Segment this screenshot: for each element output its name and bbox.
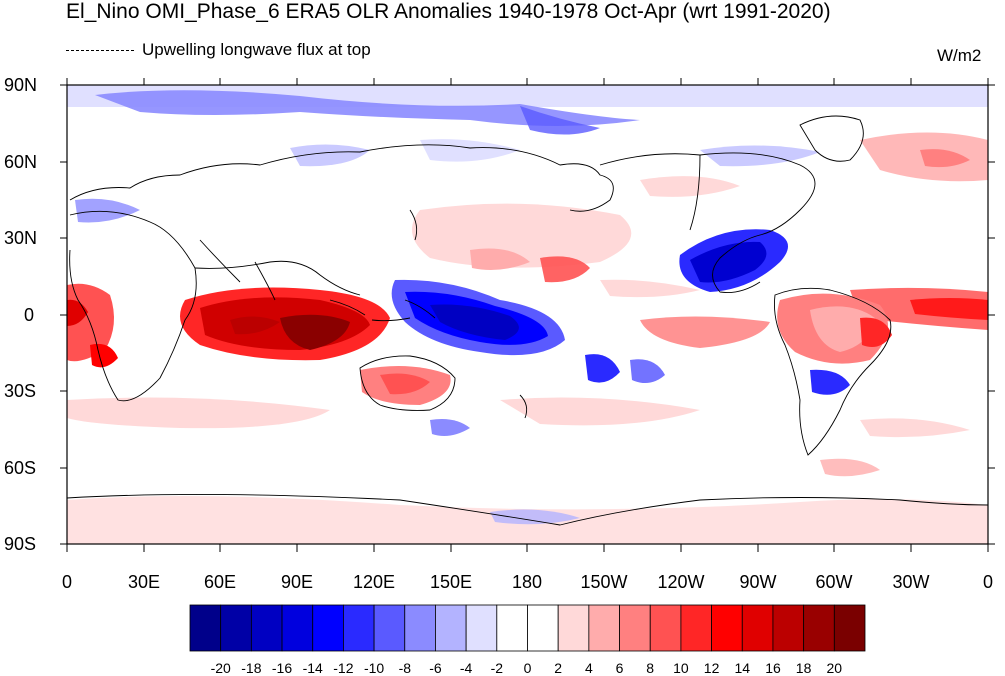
colorbar-tick-label: -12 <box>333 660 354 676</box>
lon-label-0: 0 <box>61 572 73 592</box>
dashed-legend-line <box>66 50 134 52</box>
arctic-negative-core <box>95 90 640 126</box>
lat-label-eq: 0 <box>24 305 35 325</box>
colorbar-tick-label: -16 <box>271 660 293 676</box>
lon-label-180: 180 <box>511 572 543 592</box>
colorbar-tick-label: 8 <box>646 660 655 676</box>
colorbar-swatch <box>527 604 559 652</box>
colorbar-swatch <box>250 604 283 652</box>
lat-label-60s: 60S <box>4 458 37 478</box>
colorbar-tick-label: -14 <box>302 660 323 676</box>
anomaly-field <box>67 85 988 544</box>
lon-label-120w: 120W <box>657 572 705 592</box>
colorbar-tick-label: 0 <box>523 660 532 676</box>
lon-label-150w: 150W <box>580 572 628 592</box>
colorbar-tick-label: -10 <box>363 660 385 676</box>
colorbar-swatch <box>220 604 252 652</box>
units-label: W/m2 <box>937 46 982 65</box>
colorbar-swatch <box>741 604 774 652</box>
colorbar-swatch <box>803 604 835 652</box>
colorbar-swatch <box>588 604 620 652</box>
colorbar-tick-label: -20 <box>210 660 231 676</box>
colorbar-swatch <box>312 604 344 652</box>
tick-marks <box>60 78 995 552</box>
colorbar-swatch <box>649 604 682 652</box>
colorbar-tick-label: 16 <box>765 660 781 676</box>
colorbar-tick-label: 6 <box>615 660 624 676</box>
colorbar-swatch <box>189 604 222 652</box>
colorbar-tick-label: 14 <box>734 660 751 676</box>
lat-label-30n: 30N <box>4 228 38 248</box>
colorbar <box>189 604 866 652</box>
colorbar-swatch <box>404 604 436 652</box>
colorbar-swatch <box>343 604 375 652</box>
colorbar-tick-label: -6 <box>429 660 442 676</box>
lat-label-90n: 90N <box>4 75 38 95</box>
maritime-core <box>280 314 350 350</box>
map-title: El_Nino OMI_Phase_6 ERA5 OLR Anomalies 1… <box>66 0 831 23</box>
colorbar-swatch <box>833 604 866 652</box>
lon-label-90w: 90W <box>739 572 777 592</box>
colorbar-swatch <box>680 604 712 652</box>
colorbar-tick-label: -8 <box>398 660 412 676</box>
colorbar-tick-label: 18 <box>795 660 812 676</box>
lon-label-0-end: 0 <box>982 572 994 592</box>
colorbar-swatch <box>496 604 528 652</box>
colorbar-tick-label: 12 <box>703 660 720 676</box>
colorbar-swatch <box>373 604 406 652</box>
colorbar-swatch <box>557 604 590 652</box>
lon-label-60w: 60W <box>815 572 853 592</box>
colorbar-tick-label: 10 <box>673 660 689 676</box>
colorbar-tick-label: 20 <box>826 660 843 676</box>
colorbar-swatch <box>435 604 467 652</box>
lon-label-90e: 90E <box>280 572 314 592</box>
lon-label-60e: 60E <box>203 572 237 592</box>
colorbar-swatch <box>711 604 743 652</box>
lat-label-30s: 30S <box>4 381 37 401</box>
lon-label-120e: 120E <box>352 572 396 592</box>
colorbar-swatch <box>465 604 498 652</box>
lon-label-150e: 150E <box>429 572 473 592</box>
lat-label-60n: 60N <box>4 152 38 172</box>
colorbar-tick-label: 4 <box>584 660 593 676</box>
colorbar-tick-label: -2 <box>490 660 504 676</box>
lon-label-30w: 30W <box>892 572 930 592</box>
coastlines <box>67 115 988 526</box>
colorbar-swatch <box>772 604 805 652</box>
colorbar-tick-label: -18 <box>241 660 262 676</box>
colorbar-swatch <box>281 604 314 652</box>
colorbar-tick-label: 2 <box>554 660 563 676</box>
colorbar-swatch <box>619 604 651 652</box>
lon-label-30e: 30E <box>127 572 161 592</box>
lat-label-90s: 90S <box>4 534 37 554</box>
colorbar-tick-label: -4 <box>459 660 473 676</box>
subtitle-text: Upwelling longwave flux at top <box>142 40 371 59</box>
map-subtitle: Upwelling longwave flux at top <box>66 40 371 60</box>
